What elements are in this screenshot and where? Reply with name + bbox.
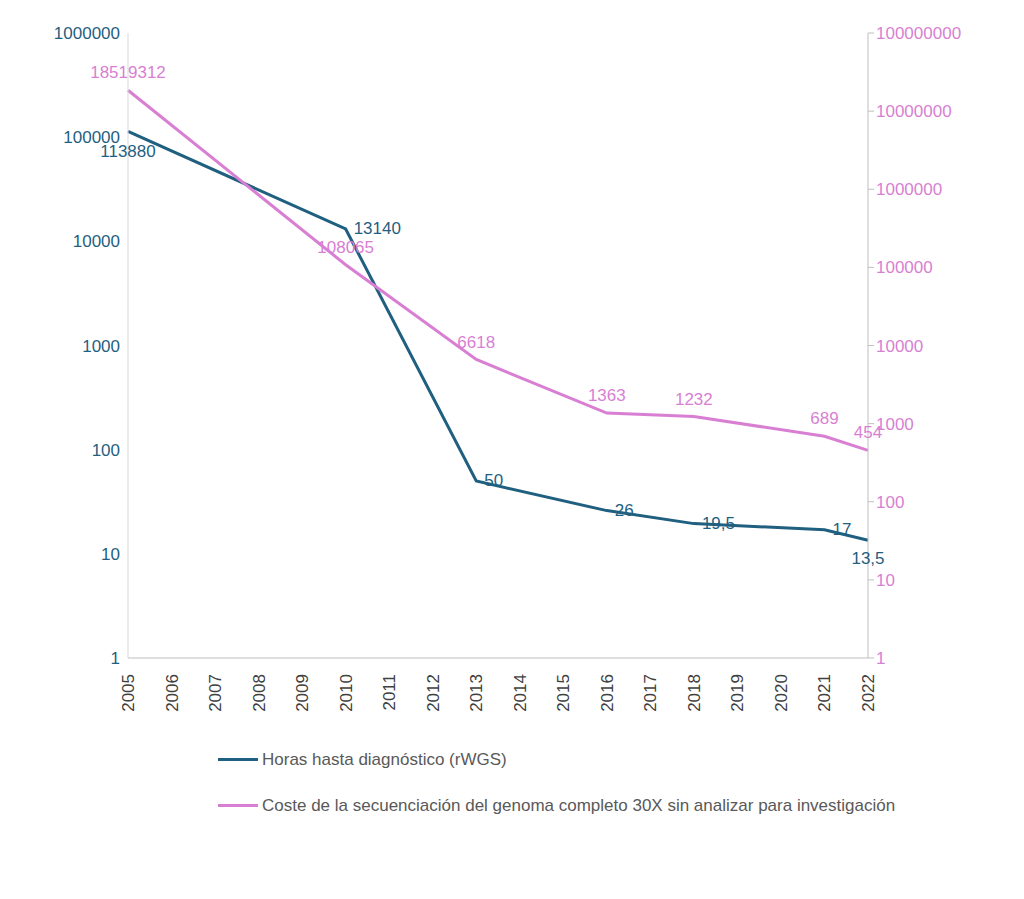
svg-text:1000000: 1000000 bbox=[54, 24, 120, 43]
svg-text:10000000: 10000000 bbox=[876, 102, 952, 121]
svg-text:2011: 2011 bbox=[380, 674, 399, 711]
svg-text:2008: 2008 bbox=[250, 674, 269, 712]
svg-text:100: 100 bbox=[876, 493, 904, 512]
svg-text:10000: 10000 bbox=[73, 232, 120, 251]
svg-text:2017: 2017 bbox=[641, 674, 660, 712]
svg-text:2016: 2016 bbox=[598, 674, 617, 712]
svg-text:10: 10 bbox=[876, 571, 895, 590]
svg-text:17: 17 bbox=[832, 520, 851, 539]
svg-text:1000: 1000 bbox=[82, 337, 120, 356]
svg-text:6618: 6618 bbox=[457, 333, 495, 352]
svg-text:100000: 100000 bbox=[876, 258, 933, 277]
svg-text:454: 454 bbox=[854, 423, 882, 442]
svg-text:13,5: 13,5 bbox=[851, 549, 884, 568]
svg-text:2022: 2022 bbox=[859, 674, 878, 712]
svg-text:1: 1 bbox=[876, 649, 885, 668]
svg-text:108065: 108065 bbox=[317, 238, 374, 257]
svg-text:1000: 1000 bbox=[876, 414, 914, 434]
svg-text:2018: 2018 bbox=[685, 674, 704, 712]
svg-text:2010: 2010 bbox=[337, 674, 356, 712]
svg-text:2009: 2009 bbox=[293, 674, 312, 712]
svg-text:2015: 2015 bbox=[554, 674, 573, 712]
svg-text:19,5: 19,5 bbox=[702, 514, 735, 533]
svg-text:50: 50 bbox=[484, 471, 503, 490]
html-text:Horas hasta diagnóstico (rWGS): Horas hasta diagnóstico (rWGS) bbox=[262, 750, 507, 769]
svg-text:113880: 113880 bbox=[100, 142, 155, 161]
svg-text:100: 100 bbox=[92, 441, 120, 460]
svg-text:10: 10 bbox=[101, 545, 120, 564]
svg-text:1000000: 1000000 bbox=[876, 180, 942, 199]
svg-text:1363: 1363 bbox=[588, 386, 626, 405]
svg-text:2012: 2012 bbox=[424, 674, 443, 712]
svg-text:2014: 2014 bbox=[511, 674, 530, 712]
svg-text:2020: 2020 bbox=[772, 674, 791, 712]
svg-text:100000000: 100000000 bbox=[876, 24, 961, 43]
svg-text:2007: 2007 bbox=[206, 674, 225, 712]
svg-text:2021: 2021 bbox=[815, 674, 834, 712]
svg-text:2013: 2013 bbox=[467, 674, 486, 712]
svg-text:10000: 10000 bbox=[876, 337, 923, 356]
svg-text:1232: 1232 bbox=[675, 390, 713, 409]
svg-text:1: 1 bbox=[111, 649, 120, 668]
svg-text:18519312: 18519312 bbox=[90, 63, 166, 82]
svg-text:2005: 2005 bbox=[119, 674, 138, 712]
svg-text:2006: 2006 bbox=[163, 674, 182, 712]
svg-text:100000: 100000 bbox=[63, 128, 120, 148]
svg-text:26: 26 bbox=[615, 501, 634, 520]
svg-text:2019: 2019 bbox=[728, 674, 747, 712]
svg-text:13140: 13140 bbox=[354, 219, 401, 238]
html-text:Coste de la secuenciación del: Coste de la secuenciación del genoma com… bbox=[262, 796, 896, 815]
svg-text:689: 689 bbox=[810, 409, 838, 428]
